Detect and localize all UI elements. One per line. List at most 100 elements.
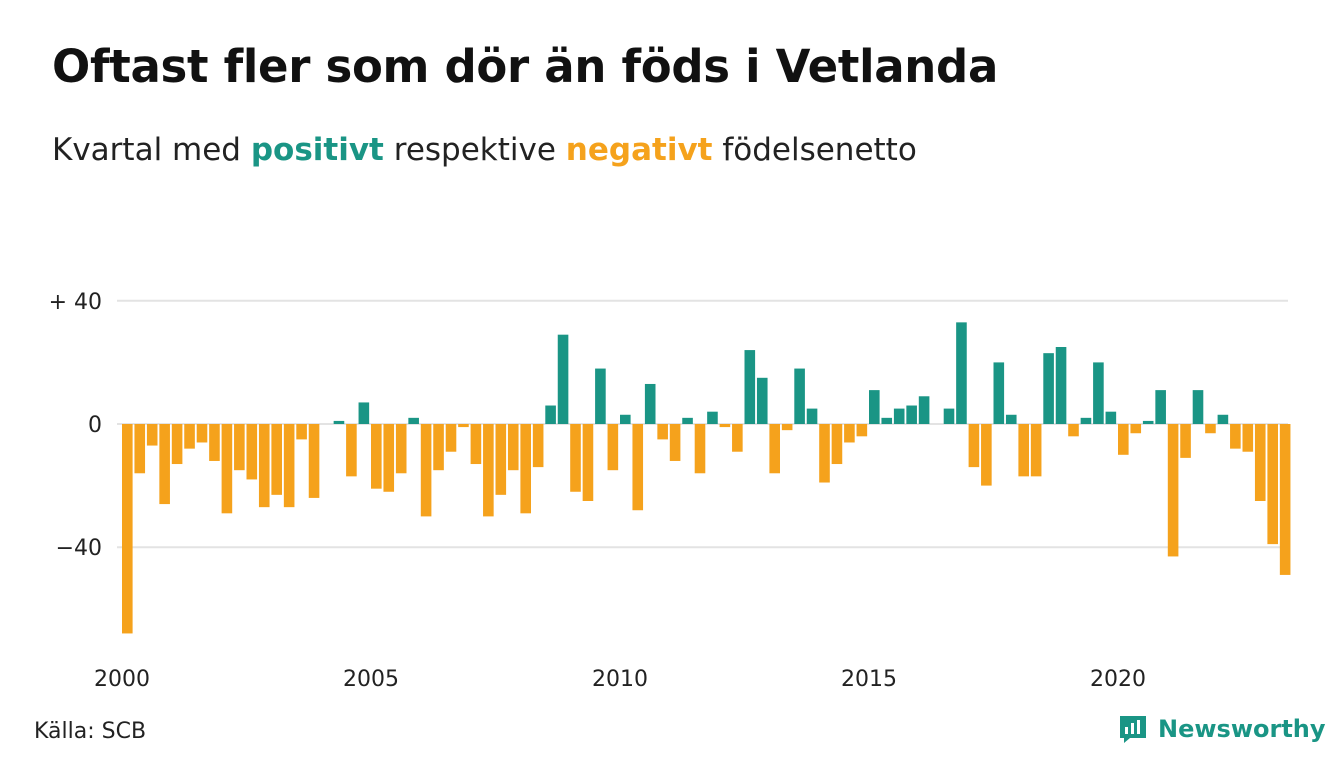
bar-negative [694,424,706,474]
chart-subtitle: Kvartal med positivt respektive negativt… [52,132,917,168]
bar-negative [283,424,295,508]
bar-negative [1254,424,1266,501]
bar-negative [308,424,320,498]
bar-negative [968,424,980,468]
bar-positive [557,334,569,424]
bar-positive [881,417,893,424]
bar-negative [1230,424,1241,449]
bar-negative [1180,424,1191,458]
y-axis-ticks: + 40 0 −40 [49,290,102,561]
bar-negative [844,424,855,443]
bar-negative [657,424,668,440]
bar-negative [146,424,158,446]
bar-negative [507,424,519,471]
bar-negative [719,424,731,428]
bar-positive [707,411,718,424]
bar-negative [122,424,133,634]
x-tick-label: 2005 [343,667,399,692]
bar-negative [483,424,494,517]
bar-negative [1279,424,1291,575]
bar-negative [184,424,195,449]
bar-negative [582,424,594,501]
bar-negative [1118,424,1129,455]
bar-negative [532,424,544,468]
bar-positive [993,362,1005,424]
x-tick-label: 2020 [1090,667,1146,692]
bar-negative [831,424,843,465]
bar-negative [781,424,793,431]
bar-positive [906,405,917,424]
bar-positive [1093,362,1104,424]
bar-positive [1142,420,1154,424]
bar-positive [956,322,967,424]
bar-positive [869,390,880,424]
bar-positive [918,396,930,424]
y-tick-label: 0 [88,413,102,438]
bar-negative [209,424,220,461]
bar-positive [806,408,818,424]
bar-positive [595,368,606,424]
chart-title: Oftast fler som dör än föds i Vetlanda [52,40,999,93]
bar-negative [1267,424,1278,545]
bar-negative [1167,424,1179,557]
bar-negative [520,424,531,514]
x-tick-label: 2015 [841,667,897,692]
bar-positive [1055,347,1067,424]
logo-text: Newsworthy [1158,715,1326,743]
subtitle-prefix: Kvartal med [52,132,241,168]
bar-positive [893,408,905,424]
newsworthy-chart-icon [1120,716,1146,743]
bar-negative [271,424,282,495]
bar-negative [258,424,270,508]
bar-positive [358,402,370,424]
subtitle-negative-label: negativt [565,132,713,168]
bar-negative [383,424,395,492]
bar-positive [943,408,955,424]
y-tick-label: −40 [56,536,102,561]
bar-negative [1068,424,1079,437]
bar-positive [1192,390,1204,424]
bar-positive [682,417,693,424]
bar-negative [221,424,233,514]
newsworthy-logo: Newsworthy [1118,714,1326,744]
bar-negative [981,424,992,486]
bar-positive [1155,390,1166,424]
x-axis-ticks: 2000 2005 2010 2015 2020 [94,667,1146,692]
bar-negative [395,424,407,474]
bar-negative [1242,424,1254,452]
bar-negative [445,424,457,452]
bar-negative [159,424,170,505]
bar-negative [1018,424,1029,477]
bar-positive [1043,353,1054,424]
bar-negative [171,424,183,465]
bar-positive [1217,414,1229,424]
bar-positive [744,350,756,424]
bar-negative [769,424,780,474]
bar-negative [296,424,307,440]
subtitle-positive-label: positivt [250,132,384,168]
bar-negative [669,424,681,461]
bar-positive [620,414,631,424]
x-tick-label: 2010 [592,667,648,692]
bar-negative [470,424,482,465]
bar-positive [333,420,345,424]
bar-positive [408,417,419,424]
bars [122,322,1291,634]
bar-positive [756,377,768,424]
bar-negative [1205,424,1216,434]
y-tick-label: + 40 [49,290,102,315]
bar-negative [819,424,830,483]
bar-negative [632,424,644,511]
bar-negative [1130,424,1142,434]
bar-positive [1105,411,1117,424]
bar-negative [420,424,432,517]
subtitle-suffix: födelsenetto [722,132,917,168]
bar-positive [1080,417,1092,424]
x-tick-label: 2000 [94,667,150,692]
bar-negative [234,424,245,471]
source-note: Källa: SCB [34,719,147,744]
bar-negative [570,424,581,492]
bar-negative [246,424,258,480]
bar-positive [794,368,805,424]
